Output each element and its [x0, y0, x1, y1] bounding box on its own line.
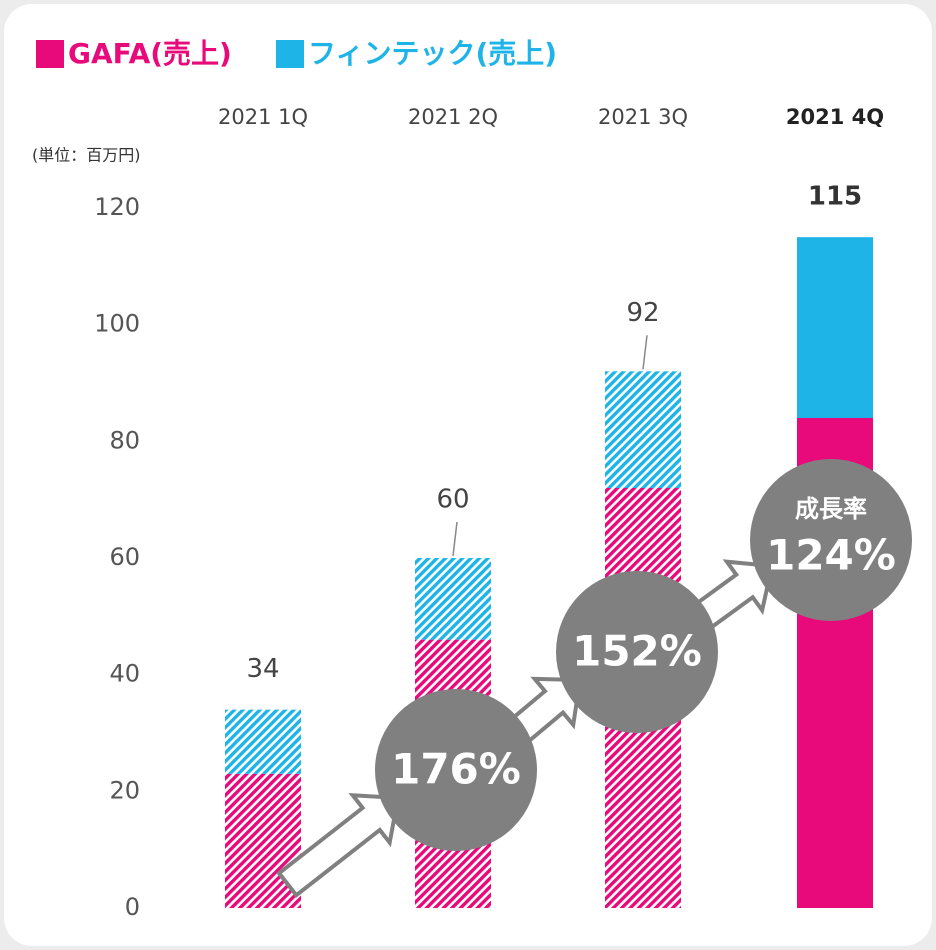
- x-tick-label: 2021 4Q: [786, 105, 884, 129]
- x-tick-label: 2021 2Q: [408, 105, 498, 129]
- legend: GAFA(売上) フィンテック(売上): [36, 37, 557, 70]
- bar-segment: [415, 558, 491, 640]
- arrow: [276, 793, 401, 899]
- total-label: 115: [808, 182, 862, 212]
- total-label: 60: [436, 485, 469, 515]
- y-tick-label: 60: [109, 543, 140, 571]
- x-tick-label: 2021 1Q: [218, 105, 308, 129]
- bar-segment: [797, 237, 873, 418]
- leader-line: [452, 521, 458, 557]
- growth-title: 成長率: [795, 495, 867, 523]
- y-tick-label: 20: [109, 776, 140, 804]
- leader-line: [642, 335, 648, 370]
- y-tick-label: 0: [125, 893, 140, 921]
- x-tick-label: 2021 3Q: [598, 105, 688, 129]
- y-tick-label: 80: [109, 426, 140, 454]
- legend-label: フィンテック(売上): [308, 37, 557, 70]
- legend-swatch: [276, 40, 304, 68]
- total-label: 34: [246, 654, 279, 684]
- growth-circle: [556, 571, 718, 733]
- y-tick-label: 120: [94, 193, 140, 221]
- legend-swatch: [36, 40, 64, 68]
- growth-bubbles: 176% 152% 成長率 124%: [375, 459, 912, 851]
- bar-segment: [225, 709, 301, 774]
- growth-label: 124%: [766, 531, 896, 580]
- y-tick-label: 100: [94, 310, 140, 338]
- y-tick-label: 40: [109, 660, 140, 688]
- unit-label: (単位：百万円): [32, 146, 141, 165]
- legend-label: GAFA(売上): [68, 37, 232, 70]
- growth-label: 152%: [572, 627, 702, 676]
- growth-circle: [750, 459, 912, 621]
- growth-circle: [375, 689, 537, 851]
- bar-segment: [605, 371, 681, 488]
- total-label: 92: [626, 298, 659, 328]
- growth-label: 176%: [391, 745, 521, 794]
